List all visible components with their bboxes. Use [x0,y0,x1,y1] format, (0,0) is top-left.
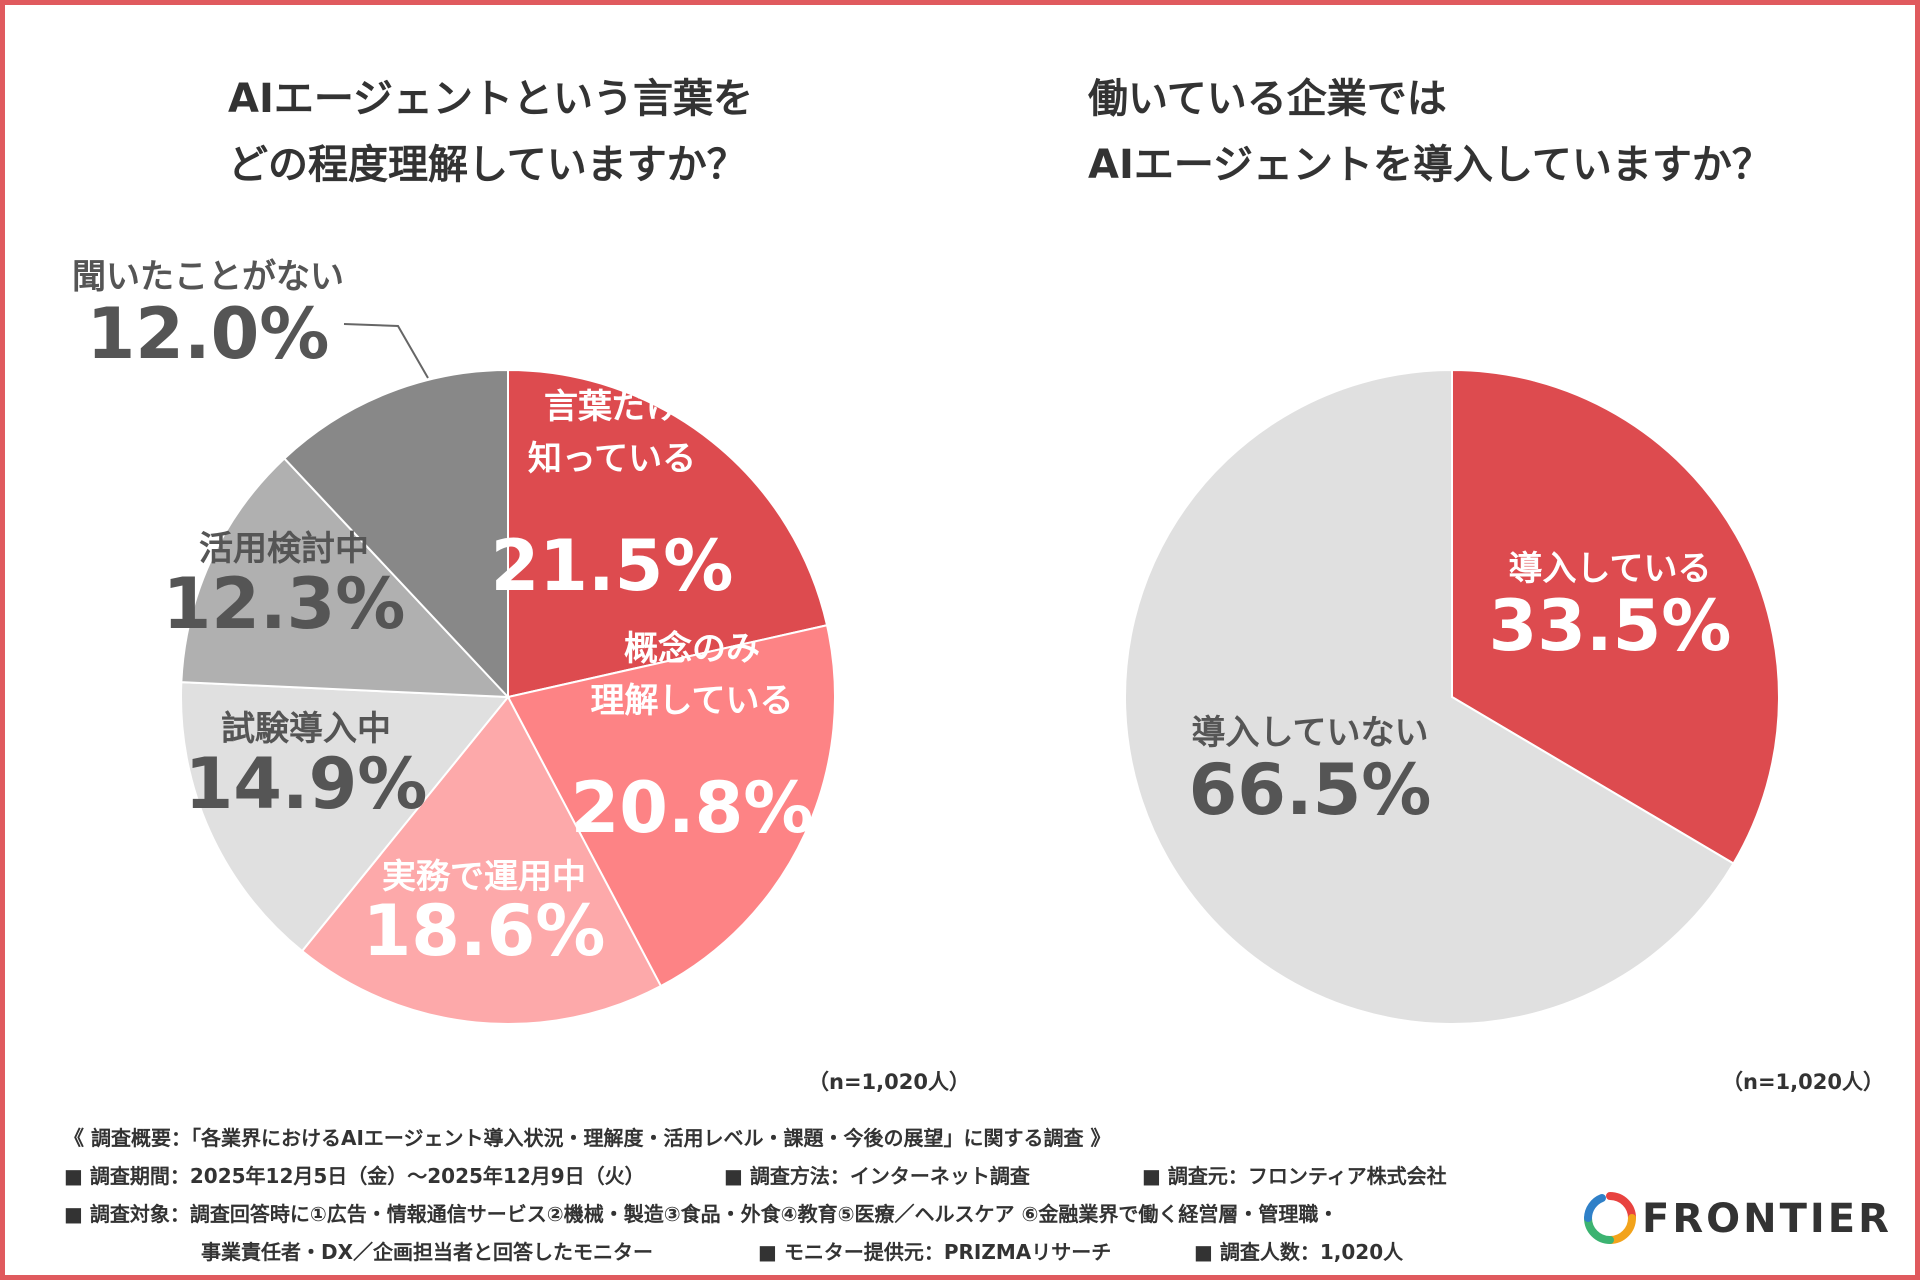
right-chart-title: 働いている企業では AIエージェントを導入していますか？ [1088,66,1772,198]
slice-label-understanding-1-0: 概念のみ [624,629,760,669]
slice-label-understanding-2-0: 実務で運用中 [382,857,586,897]
slice-value-understanding-2: 18.6% [363,890,606,972]
leader-line-never-heard [343,323,429,379]
slice-label-adoption-0-0: 導入している [1509,549,1712,589]
survey-target-line-2: 事業責任者・DX／企画担当者と回答したモニター [201,1240,654,1264]
pie-slice-understanding-2 [300,695,663,1025]
pie-chart-understanding [180,368,836,1025]
survey-respondents: ■ 調査人数：1,020人 [1194,1240,1404,1264]
survey-title: 《 調査概要：「各業界におけるAIエージェント導入状況・理解度・活用レベル・課題… [64,1126,1111,1150]
slice-label-understanding-4-0: 活用検討中 [199,529,369,569]
slice-value-adoption-1: 66.5% [1189,749,1432,831]
slice-label-adoption-1-0: 導入していない [1192,713,1429,753]
right-title-line-1: 働いている企業では [1088,76,1447,122]
slice-value-understanding-4: 12.3% [163,563,406,645]
frontier-logo: FRONTIER [1582,1190,1902,1250]
survey-method: ■ 調査方法：インターネット調査 [724,1164,1030,1188]
slice-label-understanding-1-1: 理解している [591,681,794,721]
pie-slice-understanding-4 [180,457,511,699]
slice-value-adoption-0: 33.5% [1489,585,1732,667]
left-title-line-2: どの程度理解していますか？ [228,142,747,188]
left-sample-size: （n=1,020人） [808,1070,970,1094]
slice-label-understanding-5-0: 聞いたことがない [72,257,344,297]
frontier-logo-text: FRONTIER [1642,1196,1892,1242]
slice-label-understanding-3-0: 試験導入中 [221,709,391,749]
slice-value-understanding-1: 20.8% [571,767,814,849]
slice-label-understanding-0-1: 知っている [528,439,696,479]
pie-slice-understanding-5 [282,368,509,700]
survey-organizer: ■ 調査元：フロンティア株式会社 [1142,1164,1447,1188]
survey-target-line-1: ■ 調査対象：調査回答時に①広告・情報通信サービス②機械・製造③食品・外食④教育… [64,1202,1339,1226]
pie-slice-understanding-3 [180,681,511,953]
survey-period: ■ 調査期間：2025年12月5日（金）～2025年12月9日（火） [64,1164,645,1188]
slice-value-understanding-3: 14.9% [185,743,428,825]
pie-slice-understanding-1 [506,624,836,988]
right-title-line-2: AIエージェントを導入していますか？ [1088,142,1772,188]
pie-slice-understanding-0 [507,368,829,699]
pie-slice-adoption-0 [1451,368,1780,865]
slice-label-understanding-0-0: 言葉だけ [544,387,680,427]
survey-provider: ■ モニター提供元：PRIZMAリサーチ [758,1240,1112,1264]
frontier-logo-icon [1584,1192,1636,1244]
slice-value-understanding-5: 12.0% [87,293,330,375]
left-title-line-1: AIエージェントという言葉を [228,76,754,122]
slice-value-understanding-0: 21.5% [491,525,734,607]
right-sample-size: （n=1,020人） [1722,1070,1884,1094]
pie-slice-adoption-1 [1124,368,1735,1025]
left-chart-title: AIエージェントという言葉を どの程度理解していますか？ [228,66,753,198]
pie-chart-adoption [1124,368,1780,1025]
